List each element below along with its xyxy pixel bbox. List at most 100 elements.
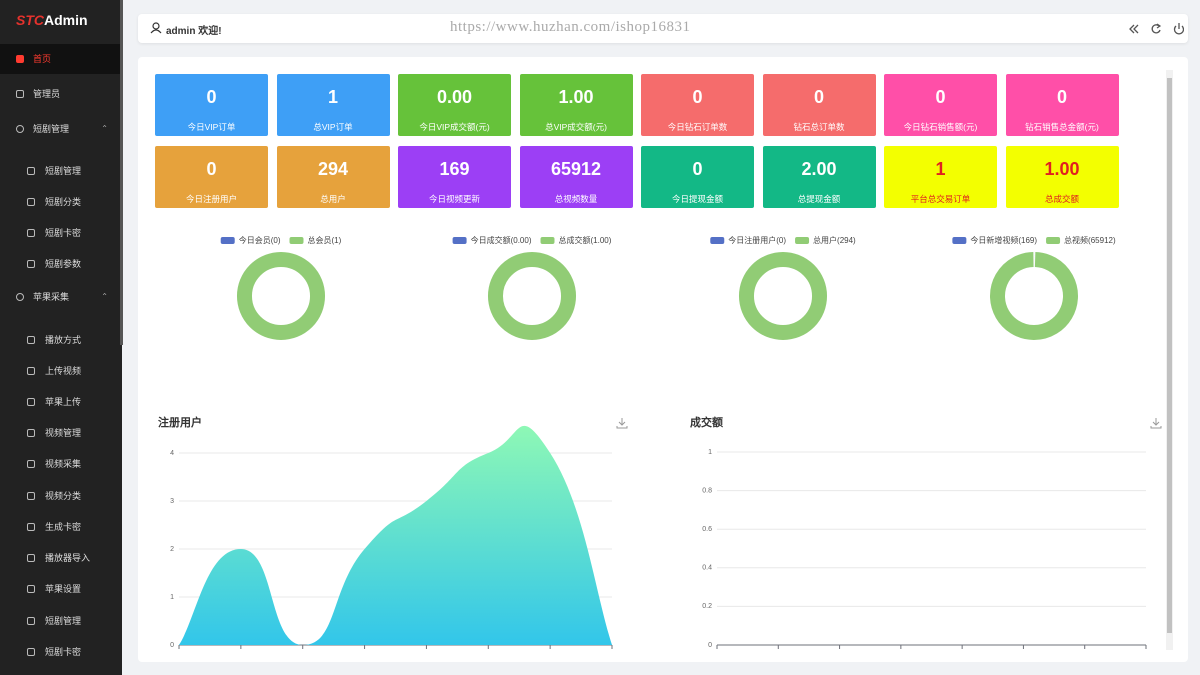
nav-label: 短剧管理: [45, 166, 82, 176]
nav-label: 苹果设置: [45, 584, 82, 594]
nav-item[interactable]: 首页: [0, 44, 120, 74]
card-value: 169: [439, 159, 470, 179]
stat-card[interactable]: 1.00 总VIP成交额(元): [519, 74, 633, 136]
card-label: 总视频数量: [554, 194, 598, 204]
card-value: 0: [206, 87, 217, 107]
nav-item[interactable]: 短剧分类: [0, 187, 120, 217]
nav-label: 视频管理: [45, 428, 82, 438]
card-label: 总成交额: [1044, 194, 1079, 204]
stat-card[interactable]: 1.00 总成交额: [1005, 146, 1119, 208]
nav-item[interactable]: 短剧参数: [0, 249, 120, 279]
content-scrollbar[interactable]: [1166, 70, 1173, 650]
nav-icon: [27, 429, 35, 437]
nav-item[interactable]: 短剧管理: [0, 156, 120, 186]
card-value: 0: [935, 87, 946, 107]
scrollbar[interactable]: [120, 0, 123, 345]
nav-item[interactable]: 苹果上传: [0, 387, 120, 417]
stat-card[interactable]: 0 今日提现金额: [641, 146, 754, 208]
card-value: 0: [1056, 87, 1067, 107]
nav-label: 生成卡密: [45, 522, 82, 532]
stat-card[interactable]: 0 今日钻石销售额(元): [884, 74, 997, 136]
logo[interactable]: STCAdmin: [0, 0, 122, 40]
card-value: 0.00: [436, 87, 473, 107]
nav-item[interactable]: 管理员: [0, 79, 120, 109]
chevron: ⌃: [101, 292, 108, 301]
nav-icon: [27, 367, 35, 375]
user-greeting[interactable]: admin 欢迎!: [166, 26, 222, 37]
nav-item[interactable]: 播放方式: [0, 325, 120, 355]
stat-card[interactable]: 1 总VIP订单: [276, 74, 390, 136]
sidebar: STCAdmin 首页 管理员 短剧管理 ⌃ 短剧管理 短剧分类 短剧卡密 短剧参数 苹果采集 ⌃…: [0, 0, 123, 675]
nav-item[interactable]: 上传视频: [0, 356, 120, 386]
stat-card[interactable]: 0.00 今日VIP成交额(元): [398, 74, 511, 136]
nav-label: 视频分类: [45, 491, 82, 501]
nav-label: 短剧分类: [45, 197, 82, 207]
nav-icon: [16, 125, 24, 133]
stat-card[interactable]: 0 钻石总订单数: [762, 74, 876, 136]
nav-label: 上传视频: [45, 366, 82, 376]
nav-label: 管理员: [33, 89, 61, 99]
nav-label: 苹果采集: [33, 292, 70, 302]
card-label: 钻石销售总金额(元): [1025, 122, 1099, 132]
nav-icon: [16, 293, 24, 301]
nav-label: 短剧卡密: [45, 647, 82, 657]
card-value: 1: [935, 159, 946, 179]
nav-item[interactable]: 播放器导入: [0, 543, 120, 573]
nav-item[interactable]: 短剧管理: [0, 606, 120, 636]
nav-item[interactable]: 视频分类: [0, 481, 120, 511]
nav-icon: [27, 229, 35, 237]
stat-card[interactable]: 0 今日钻石订单数: [641, 74, 754, 136]
nav-label: 短剧卡密: [45, 228, 82, 238]
card-value: 0: [813, 87, 824, 107]
nav-item[interactable]: 短剧卡密: [0, 637, 120, 667]
card-label: 总VIP订单: [313, 122, 353, 132]
nav-label: 短剧参数: [45, 259, 82, 269]
card-value: 294: [317, 159, 349, 179]
card-value: 0: [692, 87, 703, 107]
nav-label: 短剧管理: [33, 124, 70, 134]
stat-card[interactable]: 2.00 总提现金额: [762, 146, 876, 208]
nav-label: 短剧管理: [45, 616, 82, 626]
card-label: 今日钻石订单数: [667, 122, 728, 132]
nav-icon: [16, 90, 24, 98]
card-label: 总VIP成交额(元): [545, 122, 607, 132]
watermark: https://www.huzhan.com/ishop16831: [450, 19, 691, 35]
nav-item[interactable]: 苹果采集 ⌃: [0, 282, 120, 312]
stat-card[interactable]: 169 今日视频更新: [398, 146, 511, 208]
card-value: 0: [692, 159, 703, 179]
stat-card[interactable]: 1 平台总交易订单: [884, 146, 997, 208]
card-label: 今日视频更新: [428, 194, 480, 204]
chevron: ⌃: [101, 124, 108, 133]
nav-item[interactable]: 视频管理: [0, 418, 120, 448]
nav-item[interactable]: 苹果设置: [0, 574, 120, 604]
nav-label: 播放方式: [45, 335, 82, 345]
nav-icon: [27, 554, 35, 562]
nav-icon: [27, 460, 35, 468]
stat-card[interactable]: 294 总用户: [276, 146, 390, 208]
nav-item[interactable]: 视频采集: [0, 449, 120, 479]
card-value: 1.00: [558, 87, 594, 107]
nav-icon: [27, 260, 35, 268]
nav-item[interactable]: 短剧卡密: [0, 218, 120, 248]
stat-card[interactable]: 0 钻石销售总金额(元): [1005, 74, 1119, 136]
card-value: 2.00: [801, 159, 837, 179]
card-value: 1: [327, 87, 338, 107]
card-value: 1.00: [1044, 159, 1080, 179]
stat-card[interactable]: 0 今日注册用户: [155, 146, 268, 208]
nav-label: 首页: [33, 54, 52, 64]
nav-item[interactable]: 短剧管理 ⌃: [0, 114, 120, 144]
user-icon: [150, 22, 162, 34]
logo-accent: STC: [16, 12, 44, 28]
card-label: 今日VIP成交额(元): [419, 122, 490, 132]
nav-item[interactable]: 生成卡密: [0, 512, 120, 542]
stat-card[interactable]: 0 今日VIP订单: [155, 74, 268, 136]
card-label: 今日注册用户: [185, 194, 237, 204]
card-value: 65912: [550, 159, 602, 179]
card-label: 平台总交易订单: [910, 194, 971, 204]
stat-card[interactable]: 65912 总视频数量: [519, 146, 633, 208]
nav-icon: [27, 167, 35, 175]
nav-icon: [27, 523, 35, 531]
nav-icon: [27, 617, 35, 625]
nav-icon: [27, 336, 35, 344]
header-tools[interactable]: [1128, 22, 1184, 36]
